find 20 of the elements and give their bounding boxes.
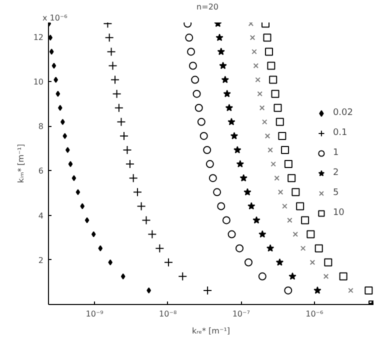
- x-tick-label: 10⁻⁸: [159, 310, 177, 318]
- x-tick-label: 10⁻⁷: [232, 310, 250, 318]
- y-tick-label: 8: [38, 122, 44, 132]
- legend-label: 10: [332, 208, 346, 218]
- y-tick-label: 10: [33, 78, 44, 87]
- legend-label: 2: [332, 168, 340, 178]
- y-tick-label: 4: [38, 211, 44, 220]
- x-tick-label: 10⁻⁹: [86, 310, 104, 318]
- legend-label: 0.02: [332, 108, 353, 118]
- legend-label: 5: [332, 188, 340, 198]
- y-axis-title: kᵢₘ* [m⁻¹]: [16, 144, 26, 184]
- legend-label: 0.1: [332, 128, 348, 138]
- y-tick-label: 12: [33, 32, 44, 42]
- x-axis-title: kᵣₑ* [m⁻¹]: [192, 326, 230, 336]
- y-tick-label: 6: [38, 166, 44, 176]
- legend-label: 1: [332, 148, 340, 158]
- annotation: x 10⁻⁶: [42, 14, 68, 22]
- y-tick-label: 2: [38, 256, 44, 265]
- x-tick-label: 10⁻⁶: [306, 310, 324, 318]
- text: n=20: [196, 2, 219, 12]
